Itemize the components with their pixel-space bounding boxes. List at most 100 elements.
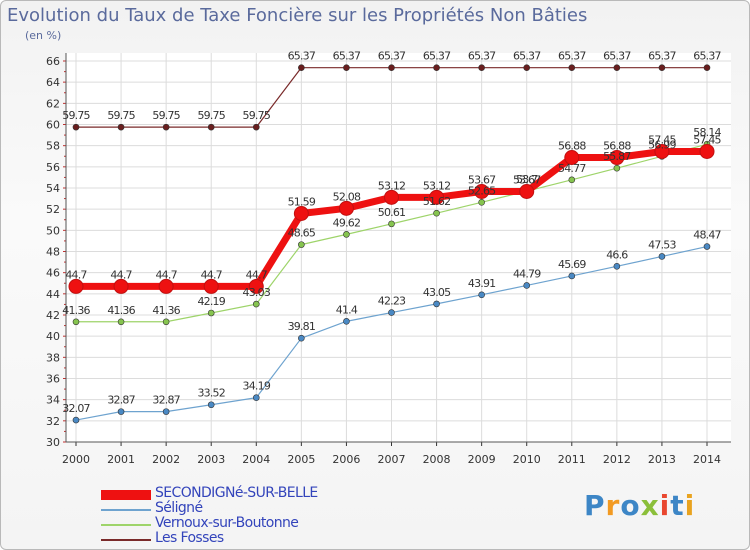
data-point	[568, 176, 576, 184]
y-tick-label: 60	[46, 119, 60, 132]
data-label: 41.36	[107, 304, 135, 317]
data-point	[158, 278, 174, 294]
x-tick-label: 2001	[107, 453, 135, 466]
plot-area	[66, 53, 731, 442]
data-label: 52.08	[333, 190, 361, 203]
data-label: 65.37	[603, 50, 631, 63]
data-label: 53.12	[423, 179, 451, 192]
data-label: 59.75	[107, 109, 135, 122]
data-point	[113, 278, 129, 294]
data-label: 34.19	[243, 380, 271, 393]
data-label: 65.37	[468, 50, 496, 63]
data-point	[72, 416, 80, 424]
data-label: 44.7	[155, 268, 177, 281]
legend-swatch	[101, 539, 151, 541]
logo-letter: i	[659, 489, 671, 522]
data-label: 51.62	[423, 195, 451, 208]
data-point	[293, 206, 309, 222]
y-tick-label: 30	[46, 436, 60, 449]
chart-title: Evolution du Taux de Taxe Foncière sur l…	[7, 5, 588, 26]
legend-swatch	[101, 524, 151, 526]
data-label: 56.88	[603, 140, 631, 153]
y-tick-label: 40	[46, 330, 60, 343]
data-label: 44.7	[110, 268, 132, 281]
data-label: 53.12	[378, 179, 406, 192]
data-label: 65.37	[333, 50, 361, 63]
data-point	[699, 143, 715, 159]
data-label: 43.05	[423, 286, 451, 299]
y-tick-label: 32	[46, 415, 60, 428]
data-point	[703, 64, 711, 71]
logo-letter: x	[640, 489, 660, 522]
x-tick-label: 2010	[513, 453, 541, 466]
y-tick-label: 34	[46, 394, 60, 407]
data-point	[654, 143, 670, 159]
y-tick-label: 58	[46, 140, 60, 153]
data-label: 47.53	[648, 238, 676, 251]
data-label: 50.61	[378, 206, 406, 219]
data-label: 43.03	[243, 286, 271, 299]
data-point	[609, 150, 625, 166]
legend-label: SECONDIGNé-SUR-BELLE	[155, 485, 318, 501]
data-label: 39.81	[288, 320, 316, 333]
x-tick-label: 2007	[378, 453, 406, 466]
data-label: 49.62	[333, 216, 361, 229]
x-tick-label: 2005	[287, 453, 315, 466]
data-point	[252, 123, 260, 131]
data-point	[298, 64, 305, 71]
data-point	[478, 64, 485, 71]
data-point	[523, 64, 531, 71]
data-point	[384, 189, 399, 205]
y-tick-label: 42	[46, 309, 60, 322]
logo-letter: r	[605, 489, 621, 522]
y-tick-label: 62	[46, 97, 60, 110]
logo-letter: i	[684, 489, 696, 522]
data-label: 42.19	[197, 295, 225, 308]
data-label: 53.67	[468, 173, 496, 186]
data-label: 32.07	[62, 402, 90, 415]
data-label: 44.7	[201, 268, 223, 281]
data-point	[613, 64, 621, 71]
data-point	[72, 123, 80, 131]
data-label: 41.36	[152, 304, 180, 317]
data-point	[478, 291, 485, 299]
data-label: 57.45	[648, 133, 676, 146]
data-label: 53.67	[513, 173, 541, 186]
data-label: 44.79	[513, 267, 541, 280]
proxiti-logo: Proxiti	[584, 489, 695, 522]
x-tick-label: 2008	[423, 453, 451, 466]
data-label: 65.37	[288, 50, 316, 63]
y-tick-label: 50	[46, 224, 60, 237]
legend-label: Séligné	[155, 500, 203, 516]
data-point	[343, 231, 350, 238]
data-point	[343, 64, 350, 71]
data-point	[162, 408, 170, 415]
legend-swatch	[101, 509, 151, 511]
data-label: 42.23	[378, 295, 406, 308]
logo-letter: t	[670, 489, 685, 522]
y-tick-label: 56	[46, 161, 60, 174]
data-point	[474, 183, 490, 199]
data-label: 58.14	[693, 126, 721, 139]
data-label: 59.75	[152, 109, 180, 122]
x-tick-label: 2012	[603, 453, 631, 466]
data-label: 56.88	[558, 140, 586, 153]
y-tick-label: 54	[46, 182, 60, 195]
data-label: 59.75	[197, 109, 225, 122]
data-point	[117, 408, 125, 415]
data-point	[564, 150, 580, 166]
data-label: 65.37	[648, 50, 676, 63]
x-tick-label: 2000	[62, 453, 90, 466]
legend-label: Les Fosses	[155, 530, 224, 546]
data-label: 45.69	[558, 258, 586, 271]
data-label: 59.75	[62, 109, 90, 122]
data-label: 32.87	[107, 394, 135, 407]
data-point	[343, 318, 350, 325]
x-tick-label: 2014	[693, 453, 721, 466]
data-label: 32.87	[152, 394, 180, 407]
data-point	[248, 278, 264, 294]
data-label: 51.59	[288, 196, 316, 209]
data-label: 41.36	[62, 304, 90, 317]
data-point	[568, 64, 576, 71]
